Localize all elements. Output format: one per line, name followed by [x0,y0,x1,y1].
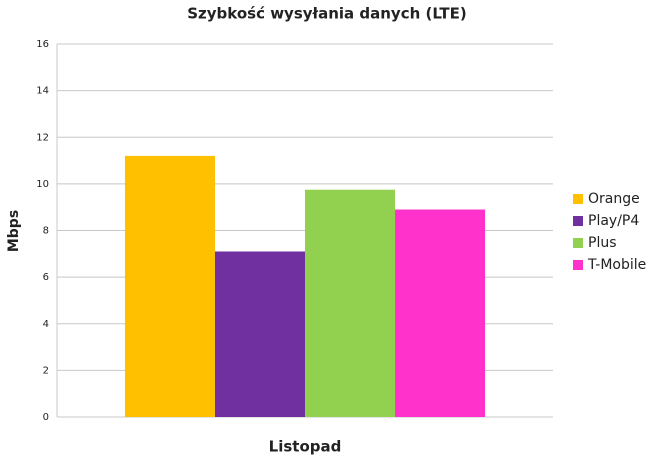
chart-title: Szybkość wysyłania danych (LTE) [187,5,467,23]
bar [395,209,486,417]
y-tick-label: 8 [43,226,49,237]
y-tick-label: 2 [43,365,49,376]
bar [214,251,305,417]
y-tick-label: 16 [36,39,49,50]
y-tick-label: 12 [36,132,49,143]
y-tick-label: 0 [43,412,49,423]
x-tick-label: Listopad [269,438,342,456]
legend-swatch [573,216,583,226]
y-tick-label: 6 [43,272,49,283]
legend-swatch [573,194,583,204]
legend-label: T-Mobile [587,257,646,273]
legend-swatch [573,238,583,248]
y-axis-label: Mbps [6,210,22,252]
legend-label: Plus [588,235,617,251]
bar [305,189,396,417]
legend-label: Play/P4 [588,213,639,229]
y-tick-label: 14 [36,86,49,97]
legend-label: Orange [588,191,640,207]
y-tick-label: 4 [43,319,49,330]
legend-swatch [573,260,583,270]
y-tick-label: 10 [36,179,49,190]
bar [124,155,215,417]
